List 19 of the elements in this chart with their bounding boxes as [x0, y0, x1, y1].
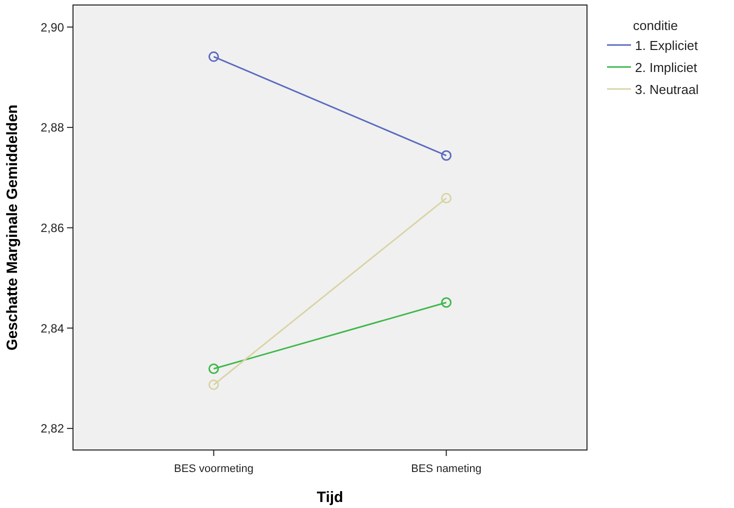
legend-label: 1. Expliciet — [635, 38, 698, 53]
legend-title: conditie — [633, 18, 678, 33]
y-tick-label: 2,90 — [40, 20, 64, 34]
y-tick-label: 2,84 — [40, 321, 64, 336]
point — [208, 363, 219, 374]
y-tick-label: 2,88 — [40, 120, 64, 135]
point — [441, 192, 452, 204]
y-tick-label: 2,82 — [40, 422, 64, 436]
x-axis-title: Tijd — [316, 489, 344, 506]
legend-label: 3. Neutraal — [635, 82, 699, 97]
x-tick-label: BES nameting — [411, 463, 482, 475]
y-tick-label: 2,86 — [40, 220, 64, 235]
x-tick-label: BES voormeting — [174, 463, 254, 475]
point — [441, 150, 452, 161]
point — [208, 380, 219, 390]
point — [208, 51, 219, 62]
point — [441, 297, 452, 308]
legend-label: 2. Impliciet — [635, 60, 698, 75]
y-axis-title: Geschatte Marginale Gemiddelden — [4, 104, 21, 350]
